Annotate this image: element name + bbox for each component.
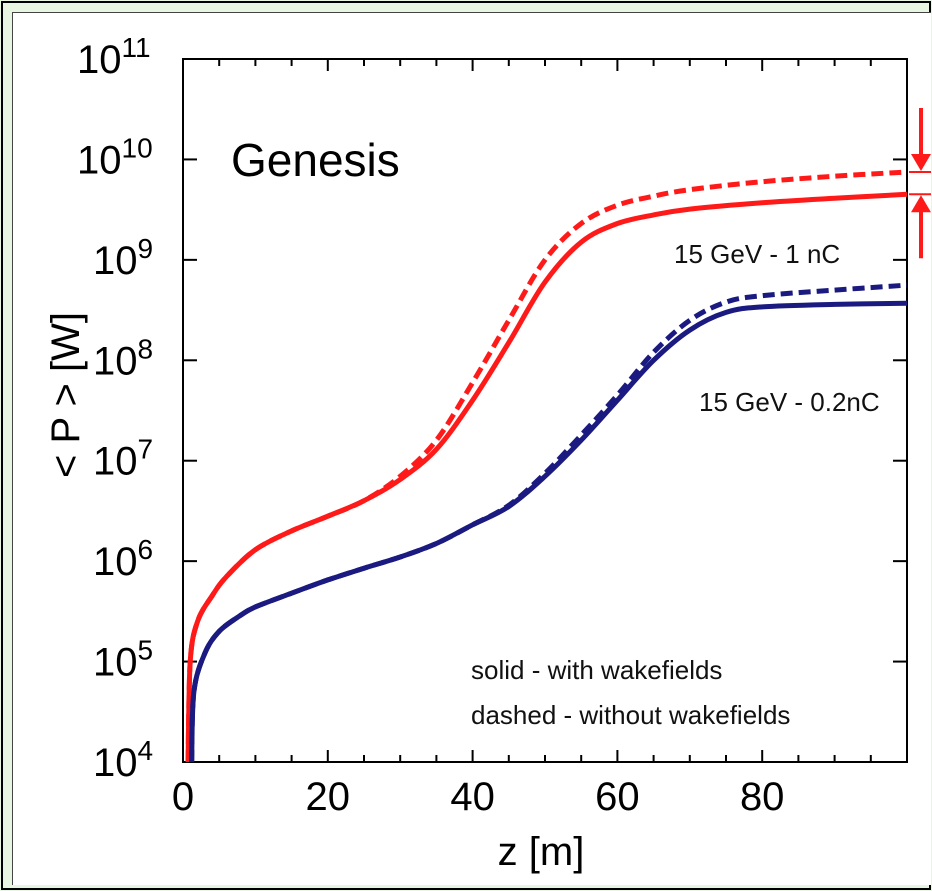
series-layer <box>185 169 908 763</box>
y-tick-label: 107 <box>93 434 153 484</box>
axes-layer: 0 20 40 60 80 104 105 106 107 108 109 1010 1011 <box>77 32 908 819</box>
arrow-down-head <box>911 153 931 171</box>
series-line-blue-dashed <box>189 282 908 763</box>
method-label: Genesis <box>231 134 400 186</box>
arrow-up-head <box>911 195 931 213</box>
x-tick-label: 20 <box>306 775 351 819</box>
difference-arrows <box>909 107 931 259</box>
x-tick-label: 80 <box>740 775 785 819</box>
y-tick-label: 104 <box>93 735 153 785</box>
y-tick-label: 1011 <box>77 32 151 82</box>
plot-panel: 0 20 40 60 80 104 105 106 107 108 109 1010 1011 Gene… <box>12 12 931 885</box>
power-vs-z-chart: 0 20 40 60 80 104 105 106 107 108 109 1010 1011 Gene… <box>44 32 931 874</box>
y-tick-label: 108 <box>93 333 153 383</box>
label-0-2nc: 15 GeV - 0.2nC <box>699 387 880 417</box>
text-layer: Genesis 15 GeV - 1 nC 15 GeV - 0.2nC sol… <box>44 134 880 874</box>
y-tick-label: 105 <box>93 635 153 685</box>
label-1nc: 15 GeV - 1 nC <box>674 239 840 269</box>
series-line-blue-solid <box>189 300 908 763</box>
y-tick-label: 109 <box>93 233 153 283</box>
x-tick-label: 40 <box>450 775 495 819</box>
x-tick-label: 0 <box>172 775 194 819</box>
x-tick-label: 60 <box>595 775 640 819</box>
series-line-red-dashed <box>185 169 908 763</box>
legend-dashed: dashed - without wakefields <box>471 700 790 730</box>
legend-solid: solid - with wakefields <box>471 655 722 685</box>
y-tick-label: 106 <box>93 534 153 584</box>
y-axis-title: < P > [W] <box>44 312 88 478</box>
y-tick-label: 1010 <box>77 132 153 182</box>
x-axis-title: z [m] <box>498 830 585 874</box>
